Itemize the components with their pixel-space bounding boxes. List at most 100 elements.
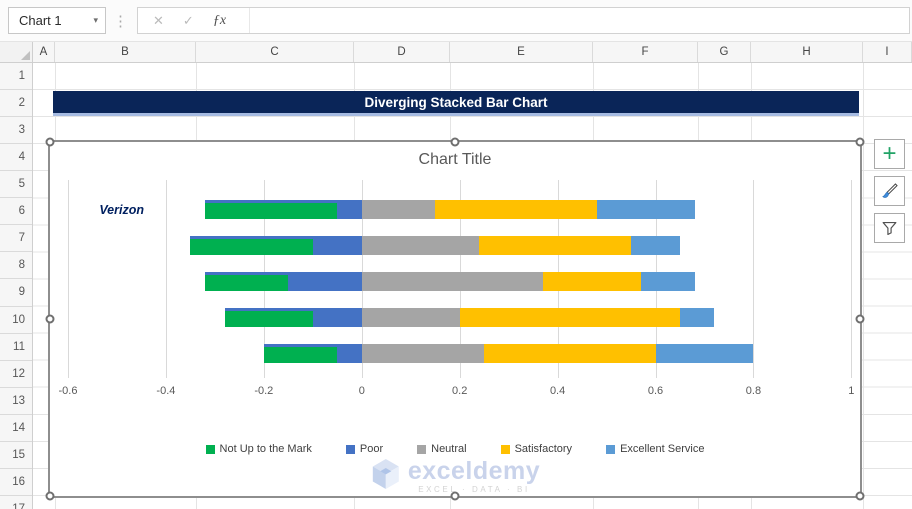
bar-segment-poor[interactable]	[337, 344, 362, 363]
selection-handle[interactable]	[450, 491, 460, 501]
cancel-icon[interactable]: ✕	[153, 12, 164, 28]
chart-tools-panel: +	[874, 139, 905, 250]
row-header-2[interactable]: 2	[0, 90, 32, 118]
row-header-9[interactable]: 9	[0, 279, 32, 307]
legend-label: Not Up to the Mark	[219, 443, 312, 455]
selection-handle[interactable]	[45, 491, 55, 501]
row-header-7[interactable]: 7	[0, 225, 32, 253]
x-axis-tick-label: 0.6	[647, 385, 664, 397]
legend-item-not-up-to-the-mark[interactable]: Not Up to the Mark	[205, 443, 312, 455]
funnel-icon	[882, 221, 897, 235]
bar-segment-satisfactory[interactable]	[479, 236, 632, 255]
row-header-13[interactable]: 13	[0, 388, 32, 415]
legend-swatch-icon	[345, 444, 355, 454]
row-header-12[interactable]: 12	[0, 361, 32, 388]
legend-item-neutral[interactable]: Neutral	[417, 443, 467, 455]
column-header-e[interactable]: E	[450, 42, 593, 62]
row-header-10[interactable]: 10	[0, 307, 32, 334]
bar-segment-neutral[interactable]	[361, 308, 460, 327]
paintbrush-icon	[882, 182, 898, 198]
chart-filters-button[interactable]	[874, 213, 905, 243]
row-header-5[interactable]: 5	[0, 171, 32, 199]
legend-swatch-icon	[417, 444, 427, 454]
bar-segment-satisfactory[interactable]	[542, 272, 641, 291]
column-header-f[interactable]: F	[593, 42, 698, 62]
row-header-3[interactable]: 3	[0, 117, 32, 145]
chart-area[interactable]: Chart Title -0.6 -0.4 -0.2 0 0.2 0.4 0.6 0.8 1 V…	[45, 137, 865, 501]
bar-segment-satisfactory[interactable]	[459, 308, 680, 327]
column-header-c[interactable]: C	[196, 42, 354, 62]
legend-swatch-icon	[205, 444, 215, 454]
bar-segment-neutral[interactable]	[361, 272, 543, 291]
bar-segment-excellent-service[interactable]	[596, 200, 695, 219]
row-header-1[interactable]: 1	[0, 63, 32, 91]
bar-segment-not-up-to-the-mark[interactable]	[205, 200, 338, 219]
bar-segment-poor[interactable]	[337, 200, 362, 219]
enter-icon[interactable]: ✓	[182, 12, 194, 28]
bar-segment-excellent-service[interactable]	[631, 236, 680, 255]
bar-segment-neutral[interactable]	[361, 344, 485, 363]
chart-styles-button[interactable]	[874, 176, 905, 206]
legend-item-poor[interactable]: Poor	[345, 443, 383, 455]
column-header-a[interactable]: A	[33, 42, 55, 62]
row-headers: 1 2 3 4 5 6 7 8 9 10 11 12 13 14 15 16 17	[0, 63, 33, 509]
row-header-15[interactable]: 15	[0, 442, 32, 469]
chevron-down-icon[interactable]: ▾	[93, 15, 98, 25]
bar-segment-not-up-to-the-mark[interactable]	[224, 308, 313, 327]
column-header-h[interactable]: H	[751, 42, 863, 62]
plus-icon: +	[882, 140, 897, 167]
name-box[interactable]: Chart 1 ▾	[8, 7, 106, 34]
bar-segment-excellent-service[interactable]	[680, 308, 715, 327]
worksheet-title: Diverging Stacked Bar Chart	[364, 94, 548, 110]
bar-segment-not-up-to-the-mark[interactable]	[263, 344, 338, 363]
bar-segment-not-up-to-the-mark[interactable]	[205, 272, 289, 291]
row-header-17[interactable]: 17	[0, 496, 32, 509]
selection-handle[interactable]	[855, 314, 865, 324]
category-label-verizon: Verizon	[99, 202, 144, 217]
row-header-16[interactable]: 16	[0, 469, 32, 496]
row-header-6[interactable]: 6	[0, 198, 32, 226]
plot-gridline	[753, 180, 755, 378]
insert-function-icon[interactable]: ƒx	[212, 12, 227, 28]
bar-segment-excellent-service[interactable]	[655, 344, 754, 363]
plot-gridline	[165, 180, 167, 378]
more-options-icon[interactable]: ⋮	[113, 12, 128, 30]
selection-handle[interactable]	[45, 314, 55, 324]
bar-segment-poor[interactable]	[312, 308, 362, 327]
legend-swatch-icon	[606, 444, 616, 454]
bar-segment-excellent-service[interactable]	[640, 272, 695, 291]
x-axis-tick-label: -0.4	[156, 385, 176, 397]
chart-elements-button[interactable]: +	[874, 139, 905, 169]
bar-row-3	[50, 272, 860, 291]
selection-handle[interactable]	[855, 137, 865, 147]
sheet-gridline	[863, 63, 864, 509]
column-header-b[interactable]: B	[55, 42, 196, 62]
column-header-d[interactable]: D	[354, 42, 450, 62]
row-header-8[interactable]: 8	[0, 252, 32, 280]
bar-segment-poor[interactable]	[288, 272, 362, 291]
column-header-i[interactable]: I	[863, 42, 912, 62]
bar-segment-satisfactory[interactable]	[484, 344, 656, 363]
row-header-14[interactable]: 14	[0, 415, 32, 442]
legend-item-excellent-service[interactable]: Excellent Service	[606, 443, 704, 455]
bar-segment-neutral[interactable]	[361, 200, 436, 219]
bar-segment-neutral[interactable]	[361, 236, 480, 255]
bar-segment-not-up-to-the-mark[interactable]	[190, 236, 313, 255]
selection-handle[interactable]	[450, 137, 460, 147]
bar-segment-poor[interactable]	[312, 236, 362, 255]
chart-title[interactable]: Chart Title	[418, 151, 492, 168]
chart-legend[interactable]: Not Up to the Mark Poor Neutral Satisfactor…	[50, 443, 860, 455]
plot-gridline	[851, 180, 853, 378]
legend-item-satisfactory[interactable]: Satisfactory	[500, 443, 572, 455]
column-header-g[interactable]: G	[698, 42, 751, 62]
selection-handle[interactable]	[45, 137, 55, 147]
bar-segment-satisfactory[interactable]	[435, 200, 597, 219]
select-all-corner[interactable]	[0, 42, 33, 62]
plot-gridline	[68, 180, 69, 378]
x-axis-tick-label: -0.6	[58, 385, 78, 397]
row-header-4[interactable]: 4	[0, 144, 32, 172]
bar-row-4	[50, 308, 860, 327]
row-header-11[interactable]: 11	[0, 334, 32, 361]
worksheet-title-banner: Diverging Stacked Bar Chart	[53, 91, 859, 116]
selection-handle[interactable]	[855, 491, 865, 501]
